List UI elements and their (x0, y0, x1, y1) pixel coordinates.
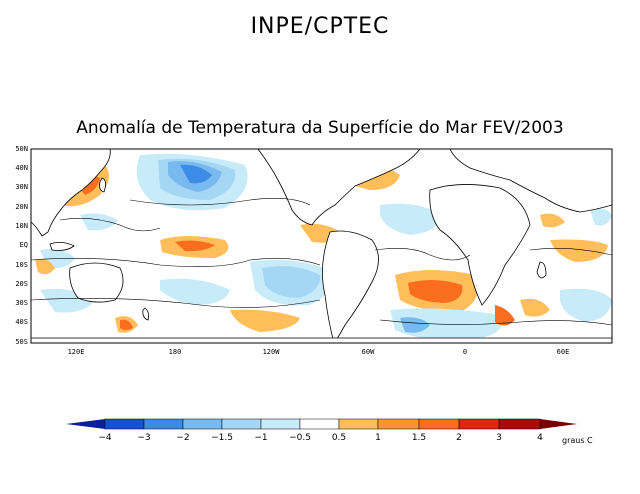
lat-label-10n: 10N (15, 222, 28, 230)
contour-line (529, 248, 612, 256)
colorbar-swatch (143, 418, 184, 430)
colorbar-tick: 4 (537, 433, 543, 443)
warm-patch (408, 279, 463, 303)
continent-africa (429, 184, 531, 306)
island-indonesia (49, 242, 75, 251)
cold-patch (80, 213, 118, 231)
colorbar-swatch (418, 418, 460, 430)
warm-patch (520, 298, 550, 317)
lon-label-60e: 60E (556, 348, 570, 356)
lon-label-0: 0 (462, 348, 468, 356)
colorbar-tick: 1 (375, 433, 381, 443)
contour-line (59, 218, 161, 232)
continent-europe-asia (449, 149, 612, 213)
continent-asia (31, 149, 111, 237)
colorbar-swatch (260, 418, 301, 430)
colorbar-tick: −3 (137, 433, 151, 443)
lat-label-50s: 50S (15, 338, 28, 346)
map-content (31, 149, 612, 343)
colorbar-unit: graus C (562, 436, 593, 445)
warm-patch (120, 319, 133, 330)
warm-patch (35, 259, 55, 275)
colorbar-tick: 3 (496, 433, 502, 443)
warm-patch (175, 240, 215, 252)
cold-patch (560, 288, 612, 322)
colorbar-swatch (104, 418, 145, 430)
cold-patch (400, 317, 430, 333)
continent-antarctica (31, 337, 612, 343)
contour-line (374, 248, 471, 261)
colorbar-tick: 2 (456, 433, 462, 443)
colorbar-arrow-left (66, 419, 105, 429)
lon-label-120w: 120W (262, 348, 280, 356)
lon-label-120e: 120E (67, 348, 85, 356)
continent-outlines (31, 149, 612, 343)
lat-label-30s: 30S (15, 299, 28, 307)
warm-patch (230, 309, 300, 332)
colorbar-tick: −4 (98, 433, 112, 443)
cold-patch (180, 164, 212, 184)
cold-patch (160, 278, 230, 305)
cold-patch (262, 266, 321, 298)
colorbar-swatch (299, 418, 340, 430)
lat-label-30n: 30N (15, 183, 28, 191)
colorbar-swatch (338, 418, 379, 430)
colorbar-tick: −0.5 (289, 433, 311, 443)
warm-patch (550, 239, 608, 262)
island-madagascar (536, 261, 547, 279)
lat-label-50n: 50N (15, 145, 28, 153)
colorbar-tick: −1.5 (211, 433, 233, 443)
lon-label-60w: 60W (361, 348, 375, 356)
colorbar (66, 418, 577, 430)
lat-label-40n: 40N (15, 164, 28, 172)
contour-line (379, 319, 612, 326)
warm-patch (495, 305, 515, 326)
contour-line (129, 198, 311, 206)
colorbar-swatch (221, 418, 262, 430)
map-title: Anomalía de Temperatura da Superfície do… (76, 118, 564, 138)
colorbar-swatch (498, 418, 541, 430)
continent-australia (69, 262, 124, 303)
lat-label-20n: 20N (15, 203, 28, 211)
colorbar-arrow-right (540, 419, 577, 429)
lat-label-40s: 40S (15, 318, 28, 326)
colorbar-swatch (377, 418, 420, 430)
cold-patch (380, 203, 440, 235)
colorbar-tick: 1.5 (411, 433, 427, 443)
colorbar-swatch (182, 418, 223, 430)
island-japan (99, 177, 106, 193)
cold-patch (590, 208, 612, 226)
colorbar-swatch (458, 418, 500, 430)
continent-south-america (322, 230, 379, 343)
map-frame (30, 148, 613, 344)
lat-label-eq: EQ (19, 241, 28, 249)
colorbar-tick: −2 (176, 433, 190, 443)
page-title: INPE/CPTEC (250, 14, 390, 39)
contour-line (31, 298, 321, 308)
warm-patch (540, 213, 565, 228)
colorbar-tick: −1 (254, 433, 268, 443)
contour-line (31, 258, 321, 267)
lat-label-20s: 20S (15, 280, 28, 288)
continent-north-america (257, 149, 421, 226)
lon-label-180: 180 (168, 348, 182, 356)
island-new-zealand (142, 307, 149, 321)
contour-lines (31, 198, 612, 326)
lat-label-10s: 10S (15, 261, 28, 269)
colorbar-tick: 0.5 (331, 433, 347, 443)
